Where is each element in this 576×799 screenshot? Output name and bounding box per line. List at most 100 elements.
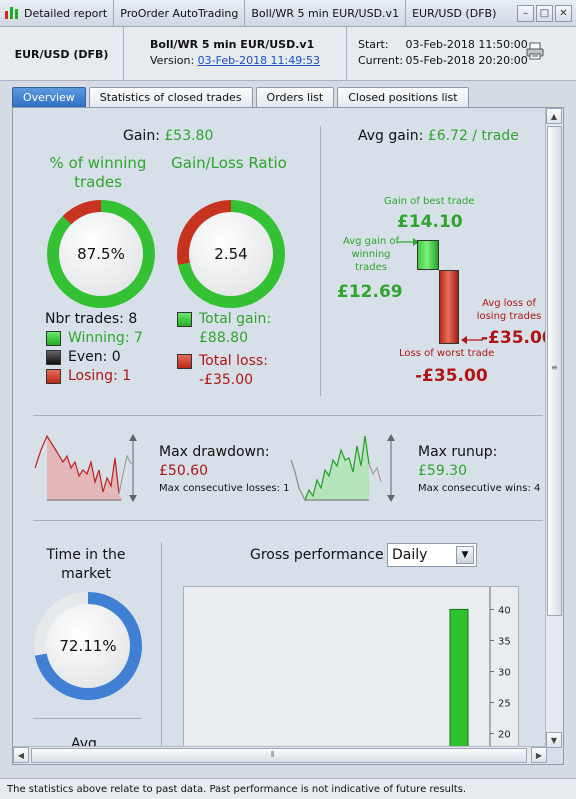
max-drawdown-label: Max drawdown: (159, 444, 270, 460)
worst-trade-value: -£35.00 (415, 366, 488, 386)
gain-value: £53.80 (164, 128, 214, 144)
instrument-name: EUR/USD (DFB) (0, 27, 124, 81)
avg-loss-bar (439, 270, 459, 344)
time-in-market-value: 72.11% (46, 604, 130, 688)
tab-overview[interactable]: Overview (12, 87, 86, 107)
avg-win-bar (417, 240, 439, 270)
winning-trades-pct: 87.5% (59, 212, 143, 296)
tab-closed-positions-list[interactable]: Closed positions list (337, 87, 469, 107)
system-name: Boll/WR 5 min EUR/USD.v1 (150, 38, 315, 51)
close-button[interactable]: ✕ (555, 4, 572, 22)
scroll-down-button[interactable]: ▼ (546, 732, 562, 748)
avg-losing-label: Avg loss of losing trades (476, 298, 542, 322)
total-gain-label: Total gain: (199, 311, 272, 327)
y-tick-label: 20 (498, 730, 511, 741)
avg-win-arrow-icon (397, 238, 419, 246)
gain-label: Gain: (123, 128, 160, 144)
vertical-scrollbar[interactable]: ▲ ≡ ▼ (545, 108, 563, 748)
report-info-bar: EUR/USD (DFB) Boll/WR 5 min EUR/USD.v1 V… (0, 27, 576, 81)
winning-trades-ring: 87.5% (47, 200, 155, 308)
max-consecutive-losses: Max consecutive losses: 1 (159, 483, 290, 494)
chevron-down-icon[interactable]: ▼ (456, 546, 474, 564)
scroll-right-button[interactable]: ▶ (531, 747, 547, 763)
info-divider (346, 27, 347, 81)
avg-losing-value: -£35.00 (481, 328, 545, 348)
avg-winning-label: Avg gain of winning trades (342, 236, 400, 273)
horizontal-scroll-thumb[interactable] (31, 748, 527, 763)
horizontal-scrollbar[interactable]: ◀ ⦀ ▶ (13, 746, 547, 764)
report-tabs: Overview Statistics of closed trades Ord… (12, 87, 469, 107)
y-tick-label: 40 (498, 605, 511, 616)
gain-loss-ratio-ring: 2.54 (177, 200, 285, 308)
drawdown-mini-chart (34, 434, 137, 502)
avg-partial-label: Avg (71, 736, 97, 748)
losing-count: Losing: 1 (68, 368, 132, 384)
maximize-button[interactable]: □ (536, 4, 553, 22)
even-legend-swatch (46, 350, 61, 365)
version-label: Version: (150, 54, 195, 67)
start-label: Start: (358, 38, 389, 51)
avg-loss-arrow-icon (461, 336, 483, 344)
gross-performance-svg: 403530252015 (449, 587, 511, 748)
avg-winning-value: £12.69 (337, 282, 403, 302)
arrow-up-icon: ▲ (550, 111, 558, 121)
tab-orders-list[interactable]: Orders list (255, 87, 335, 107)
period-select[interactable]: Daily ▼ (387, 543, 477, 567)
y-tick-label: 25 (498, 699, 511, 710)
runup-mini-chart (290, 434, 395, 502)
avg-gain-value: £6.72 / trade (427, 128, 519, 144)
winning-count: Winning: 7 (68, 330, 143, 346)
title-report: Detailed report (24, 6, 108, 20)
best-trade-value: £14.10 (397, 212, 463, 232)
losing-legend-swatch (46, 369, 61, 384)
window-titlebar: Detailed report ProOrder AutoTrading Bol… (0, 0, 576, 27)
scroll-left-button[interactable]: ◀ (13, 747, 29, 763)
avg-gain-label: Avg gain: (358, 128, 424, 144)
system-info: Boll/WR 5 min EUR/USD.v1 Version: 03-Feb… (150, 37, 320, 69)
title-segment-report: Detailed report (0, 0, 115, 27)
scroll-up-button[interactable]: ▲ (546, 108, 562, 124)
version-link[interactable]: 03-Feb-2018 11:49:53 (197, 54, 320, 67)
max-runup-label: Max runup: (418, 444, 498, 460)
time-section-divider (33, 718, 141, 719)
minimize-icon: – (523, 7, 528, 19)
current-value: 05-Feb-2018 20:20:00 (405, 54, 528, 67)
minimize-button[interactable]: – (517, 4, 534, 22)
y-tick-label: 35 (498, 636, 511, 647)
close-icon: ✕ (559, 7, 568, 19)
winning-trades-title: % of winning trades (49, 154, 147, 191)
grip-icon: ≡ (551, 363, 558, 372)
total-loss-label: Total loss: (199, 353, 268, 369)
candlestick-app-icon (4, 5, 20, 21)
status-disclaimer: The statistics above relate to past data… (7, 783, 467, 795)
total-loss-value: -£35.00 (199, 372, 254, 388)
tab-statistics-closed-trades[interactable]: Statistics of closed trades (88, 87, 253, 107)
current-label: Current: (358, 54, 404, 67)
time-in-market-title: Time in the market (46, 547, 126, 582)
window-controls: – □ ✕ (517, 4, 576, 22)
gain-loss-ratio-value: 2.54 (189, 212, 273, 296)
date-info: Start: 03-Feb-2018 11:50:00 Current: 05-… (358, 37, 528, 69)
gross-performance-chart: 403530252015 (183, 586, 519, 748)
gain-loss-ratio-title: Gain/Loss Ratio (171, 154, 287, 172)
overview-panel: Gain: £53.80 % of winning trades 87.5% G… (12, 107, 564, 765)
max-drawdown-value: £50.60 (159, 463, 208, 479)
overview-vertical-divider (320, 126, 321, 396)
perf-vertical-divider (161, 542, 162, 748)
overview-content: Gain: £53.80 % of winning trades 87.5% G… (13, 108, 545, 748)
printer-icon[interactable] (525, 41, 545, 61)
worst-trade-label: Loss of worst trade (399, 348, 495, 359)
title-segment-instrument: EUR/USD (DFB) (412, 6, 497, 20)
max-consecutive-wins: Max consecutive wins: 4 (418, 483, 541, 494)
y-tick-label: 30 (498, 667, 511, 678)
vertical-scroll-thumb[interactable] (547, 126, 562, 616)
best-trade-label: Gain of best trade (384, 196, 475, 207)
total-gain-value: £88.80 (199, 330, 248, 346)
performance-bar (449, 608, 469, 748)
gain-summary: Gain: £53.80 (123, 128, 213, 144)
grip-icon: ⦀ (271, 750, 275, 759)
title-segment-system: Boll/WR 5 min EUR/USD.v1 (245, 0, 407, 27)
start-value: 03-Feb-2018 11:50:00 (405, 38, 528, 51)
time-in-market-ring: 72.11% (34, 592, 142, 700)
section-divider-1 (33, 415, 543, 416)
